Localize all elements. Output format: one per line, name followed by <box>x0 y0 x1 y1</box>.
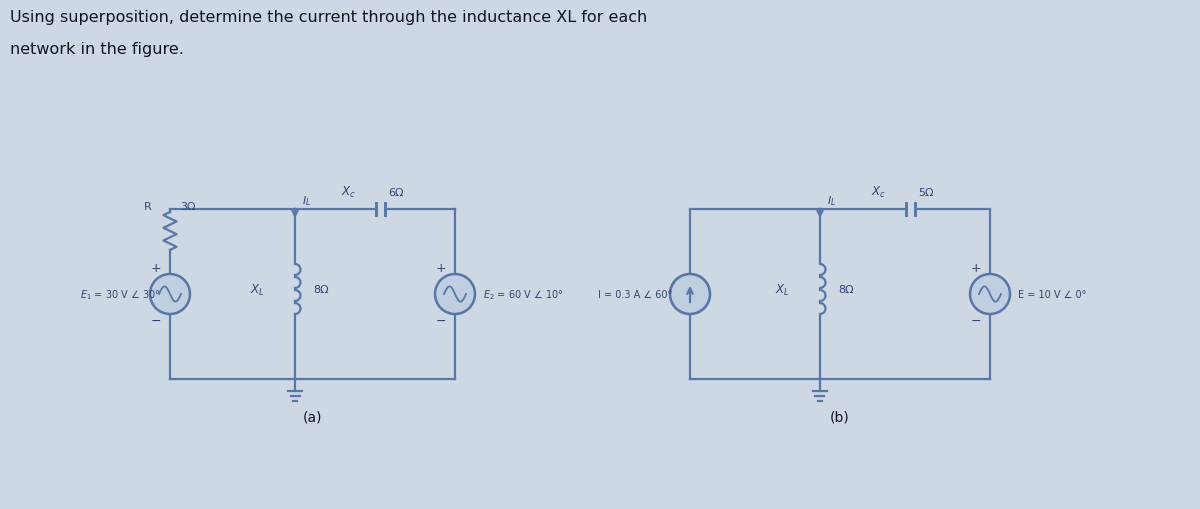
Text: 3Ω: 3Ω <box>180 202 196 212</box>
Text: E = 10 V ∠ 0°: E = 10 V ∠ 0° <box>1018 290 1086 299</box>
Text: $X_L$: $X_L$ <box>775 282 790 297</box>
Circle shape <box>670 274 710 315</box>
Text: +: + <box>151 262 161 275</box>
Text: $X_c$: $X_c$ <box>341 185 356 200</box>
Text: −: − <box>971 314 982 327</box>
Text: 6Ω: 6Ω <box>388 188 403 197</box>
Text: −: − <box>436 314 446 327</box>
Text: $X_L$: $X_L$ <box>251 282 265 297</box>
Text: I = 0.3 A ∠ 60°: I = 0.3 A ∠ 60° <box>598 290 672 299</box>
Text: +: + <box>436 262 446 275</box>
Text: 8Ω: 8Ω <box>313 285 329 294</box>
Text: +: + <box>971 262 982 275</box>
Text: $I_L$: $I_L$ <box>827 193 836 207</box>
Text: $E_2$ = 60 V ∠ 10°: $E_2$ = 60 V ∠ 10° <box>482 288 564 301</box>
Circle shape <box>436 274 475 315</box>
Text: 8Ω: 8Ω <box>838 285 853 294</box>
Text: (b): (b) <box>830 410 850 424</box>
Text: (a): (a) <box>302 410 323 424</box>
Text: $X_c$: $X_c$ <box>871 185 886 200</box>
Text: $I_L$: $I_L$ <box>302 193 311 207</box>
Circle shape <box>970 274 1010 315</box>
Text: network in the figure.: network in the figure. <box>10 42 184 57</box>
Text: Using superposition, determine the current through the inductance XL for each: Using superposition, determine the curre… <box>10 10 647 25</box>
Text: −: − <box>151 314 161 327</box>
Text: $E_1$ = 30 V ∠ 30°: $E_1$ = 30 V ∠ 30° <box>79 288 161 301</box>
Text: 5Ω: 5Ω <box>918 188 934 197</box>
Circle shape <box>150 274 190 315</box>
Text: R: R <box>144 202 152 212</box>
